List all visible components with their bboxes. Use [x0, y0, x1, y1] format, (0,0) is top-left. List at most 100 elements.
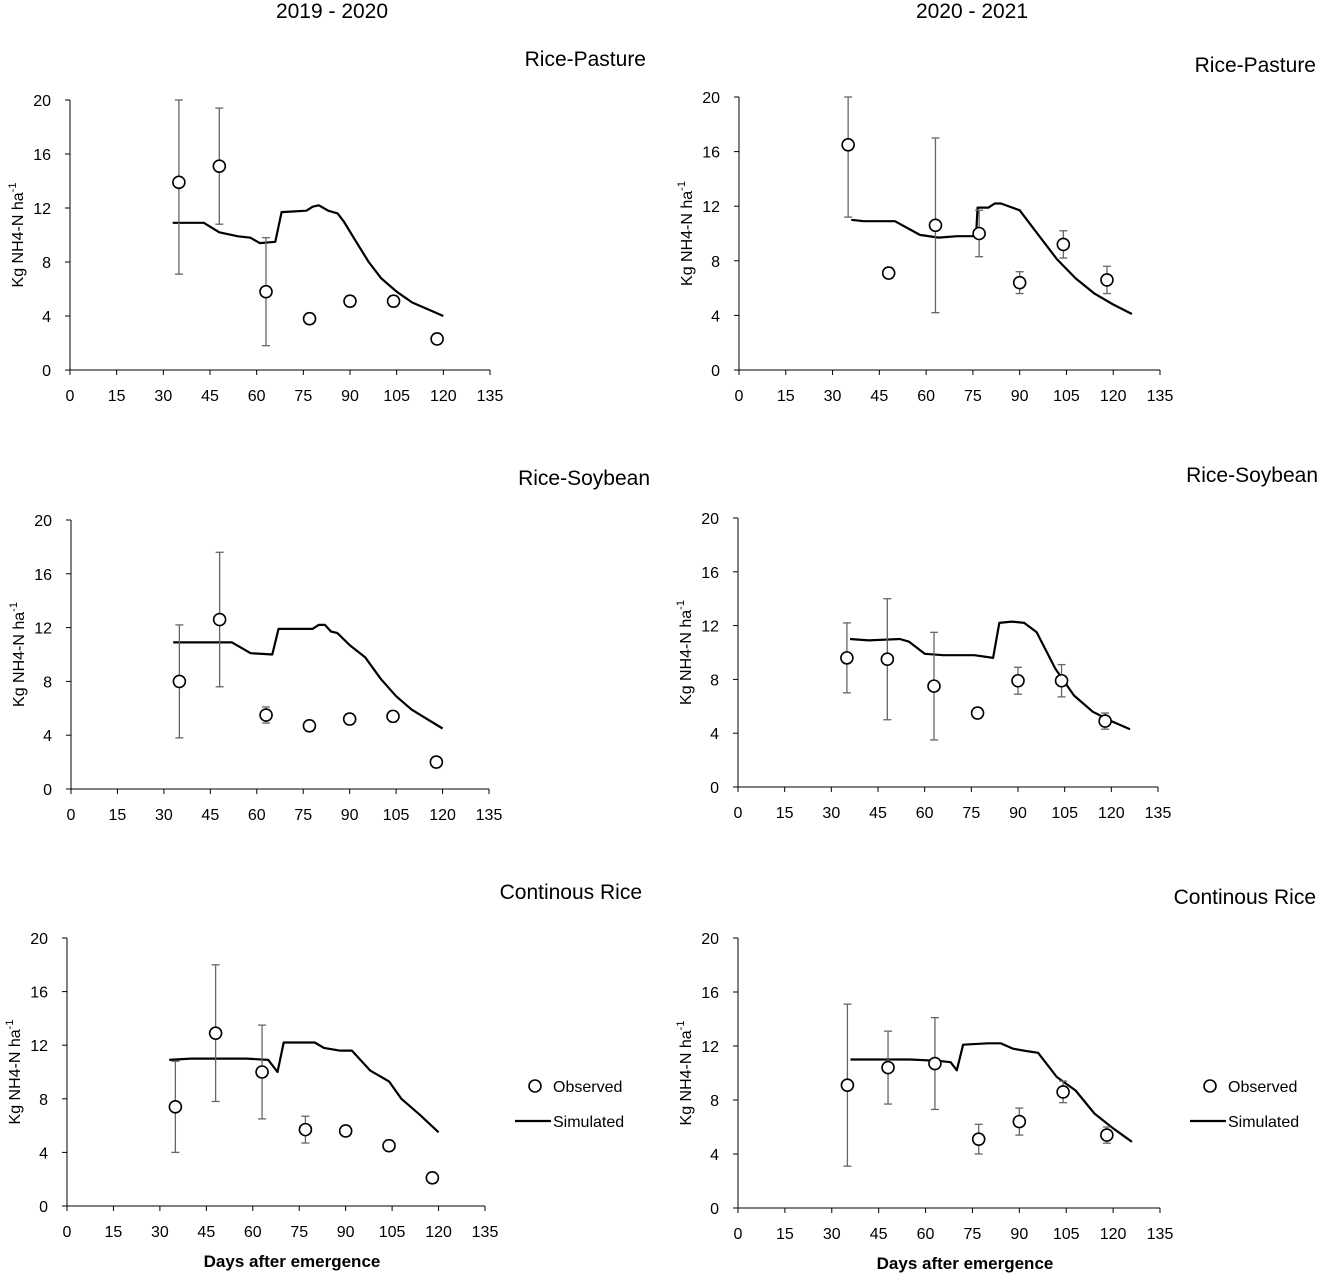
x-axis-label: Days after emergence: [204, 1252, 381, 1271]
x-tick-label: 15: [777, 388, 795, 405]
observed-point: [1100, 273, 1114, 287]
y-tick-label: 4: [710, 726, 719, 743]
x-tick-label: 90: [337, 1224, 355, 1241]
observed-point: [1056, 237, 1071, 252]
x-tick-label: 105: [1053, 388, 1080, 405]
x-tick-label: 90: [1009, 805, 1027, 822]
x-tick-label: 45: [201, 807, 219, 824]
chart-title: Rice-Pasture: [525, 48, 646, 71]
observed-point: [881, 266, 896, 280]
x-tick-label: 60: [248, 388, 266, 405]
chart-panel-1: Rice-Pasture 0 4 8 12 16 20 0 15 30 45 60 75 90 105 120…: [7, 48, 646, 405]
observed-point: [840, 1078, 855, 1092]
y-tick-label: 12: [30, 1038, 48, 1055]
observed-point: [928, 218, 943, 233]
x-tick-label: 0: [63, 1224, 72, 1241]
simulated-series-line: [851, 202, 1133, 315]
y-tick-label: 8: [42, 255, 51, 272]
x-tick-label: 105: [379, 1224, 406, 1241]
y-tick-label: 0: [710, 1201, 719, 1218]
x-tick-label: 120: [1100, 1226, 1127, 1243]
observed-point: [841, 137, 855, 152]
x-tick-label: 30: [823, 1226, 841, 1243]
x-tick-label: 105: [383, 807, 410, 824]
chart-panel-3: Rice-Soybean 0 4 8 12 16 20 0 15 30 45 60 75 90 105 120…: [8, 467, 650, 824]
y-tick-label: 12: [33, 201, 51, 218]
x-tick-label: 90: [1010, 1226, 1028, 1243]
x-tick-label: 135: [1145, 805, 1172, 822]
observed-point: [338, 1124, 353, 1138]
y-tick-label: 16: [701, 565, 719, 582]
y-tick-label: 16: [702, 145, 720, 162]
x-axis-label: Days after emergence: [877, 1254, 1054, 1273]
x-tick-label: 0: [67, 807, 76, 824]
legend-observed-marker: [528, 1079, 542, 1093]
y-tick-label: 16: [33, 147, 51, 164]
observed-point: [172, 175, 186, 190]
y-tick-label: 8: [710, 1093, 719, 1110]
observed-point: [212, 612, 227, 627]
observed-point: [972, 226, 986, 241]
observed-point: [343, 294, 357, 308]
observed-point: [172, 674, 187, 689]
observed-point: [302, 311, 317, 326]
x-tick-label: 15: [776, 805, 794, 822]
observed-point: [880, 652, 895, 667]
observed-point: [1012, 275, 1027, 290]
x-tick-label: 15: [105, 1224, 123, 1241]
column-title-2019-2020: 2019 - 2020: [275, 0, 389, 23]
y-tick-label: 12: [34, 621, 52, 638]
y-tick-label: 8: [711, 254, 720, 271]
observed-point: [382, 1138, 396, 1153]
x-tick-label: 135: [476, 807, 503, 824]
y-axis-label: Kg NH4-N ha-1: [7, 183, 27, 288]
chart-title: Rice-Soybean: [1186, 464, 1318, 487]
x-tick-label: 30: [154, 388, 172, 405]
chart-title: Rice-Soybean: [518, 467, 650, 490]
x-tick-label: 30: [155, 807, 173, 824]
observed-point: [1100, 1128, 1114, 1142]
simulated-series-line: [173, 623, 444, 730]
chart-panel-5: Continous Rice 0 4 8 12 16 20 0 15 30 45 60 75 90 105 1…: [4, 881, 642, 1271]
x-tick-label: 45: [869, 805, 887, 822]
x-tick-label: 75: [962, 805, 980, 822]
x-tick-label: 60: [917, 1226, 935, 1243]
y-tick-label: 16: [34, 567, 52, 584]
x-tick-label: 75: [294, 388, 312, 405]
y-tick-label: 8: [39, 1092, 48, 1109]
legend-simulated-label: Simulated: [553, 1114, 624, 1131]
x-tick-label: 0: [734, 805, 743, 822]
y-tick-label: 0: [42, 363, 51, 380]
y-axis-label: Kg NH4-N ha-1: [4, 1020, 24, 1125]
observed-point: [970, 706, 985, 720]
y-tick-label: 16: [701, 985, 719, 1002]
x-tick-label: 105: [1053, 1226, 1080, 1243]
simulated-series-line: [849, 620, 1131, 731]
observed-point: [430, 332, 444, 346]
x-tick-label: 15: [776, 1226, 794, 1243]
column-title-2020-2021: 2020 - 2021: [915, 0, 1029, 23]
x-tick-label: 120: [429, 807, 456, 824]
x-tick-label: 90: [1011, 388, 1029, 405]
x-tick-label: 135: [1147, 388, 1174, 405]
y-tick-label: 4: [39, 1145, 48, 1162]
x-tick-label: 75: [290, 1224, 308, 1241]
x-tick-label: 75: [294, 807, 312, 824]
x-tick-label: 135: [472, 1224, 499, 1241]
y-tick-label: 0: [711, 363, 720, 380]
y-tick-label: 0: [43, 782, 52, 799]
observed-point: [302, 718, 317, 733]
observed-point: [425, 1171, 440, 1185]
observed-point: [971, 1132, 986, 1146]
x-tick-label: 45: [197, 1224, 215, 1241]
observed-point: [342, 712, 357, 726]
y-tick-label: 8: [43, 674, 52, 691]
observed-point: [1011, 673, 1025, 688]
observed-point: [386, 709, 400, 724]
x-tick-label: 105: [383, 388, 410, 405]
x-tick-label: 120: [425, 1224, 452, 1241]
y-axis-label: Kg NH4-N ha-1: [675, 600, 695, 705]
observed-point: [927, 679, 941, 693]
